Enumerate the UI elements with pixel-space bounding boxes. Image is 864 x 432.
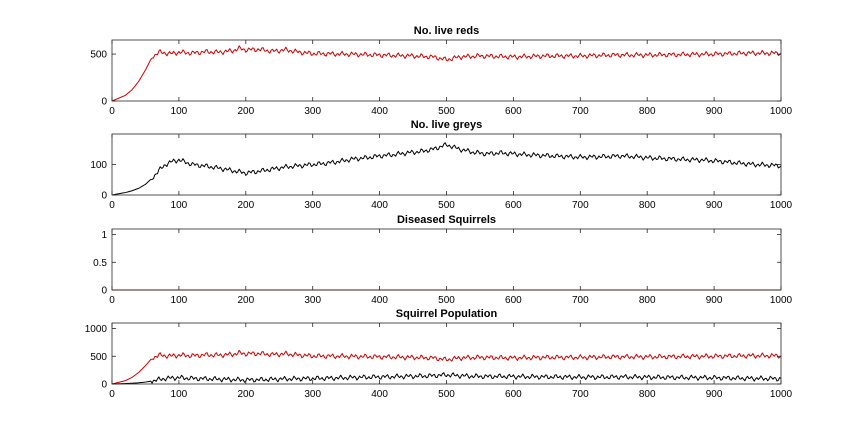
- x-tick-label: 500: [438, 106, 455, 117]
- x-tick-label: 600: [505, 106, 522, 117]
- series-line-2: [111, 372, 782, 385]
- x-tick-label: 400: [371, 200, 388, 211]
- x-tick-label: 0: [109, 106, 115, 117]
- y-tick-label: 100: [90, 160, 107, 171]
- x-tick-label: 300: [304, 389, 321, 400]
- series-line-1: [111, 349, 782, 385]
- y-tick-label: 0: [101, 286, 107, 297]
- axes-box: [111, 39, 782, 102]
- x-tick-label: 900: [706, 389, 723, 400]
- x-tick-label: 600: [505, 295, 522, 306]
- y-tick-label: 500: [90, 352, 107, 363]
- subplot-title: Diseased Squirrels: [397, 214, 496, 226]
- x-tick-label: 700: [572, 389, 589, 400]
- y-tick-label: 1000: [85, 324, 108, 335]
- x-tick-label: 0: [109, 295, 115, 306]
- y-tick-label: 0.5: [93, 258, 107, 269]
- subplot-title: No. live reds: [414, 25, 479, 37]
- x-tick-label: 200: [237, 295, 254, 306]
- x-tick-label: 0: [109, 389, 115, 400]
- x-tick-label: 200: [237, 106, 254, 117]
- x-tick-label: 600: [505, 200, 522, 211]
- x-tick-label: 700: [572, 295, 589, 306]
- x-tick-label: 900: [706, 106, 723, 117]
- x-tick-label: 200: [237, 200, 254, 211]
- x-tick-label: 800: [639, 106, 656, 117]
- x-tick-label: 400: [371, 106, 388, 117]
- x-tick-label: 200: [237, 389, 254, 400]
- subplot-4: 0 100 200 300 400 500 600 700 800 900 1000 0 500 1000…: [85, 308, 793, 400]
- subplot-title: No. live greys: [411, 119, 483, 131]
- subplot-1: 0 100 200 300 400 500 600 700 800 900 1000 0 500 No. …: [90, 25, 792, 117]
- y-tick-label: 0: [101, 97, 107, 108]
- x-tick-label: 300: [304, 200, 321, 211]
- x-tick-label: 1000: [770, 200, 793, 211]
- x-tick-label: 300: [304, 295, 321, 306]
- y-tick-label: 500: [90, 50, 107, 61]
- x-tick-label: 1000: [770, 295, 793, 306]
- subplot-3: 0 100 200 300 400 500 600 700 800 900 1000 0 0.5 1 Dis…: [93, 214, 792, 306]
- x-tick-label: 400: [371, 295, 388, 306]
- x-tick-label: 1000: [770, 389, 793, 400]
- axes-box: [111, 322, 782, 385]
- x-tick-label: 0: [109, 200, 115, 211]
- x-tick-label: 800: [639, 295, 656, 306]
- x-tick-label: 400: [371, 389, 388, 400]
- x-tick-label: 100: [171, 295, 188, 306]
- x-tick-label: 500: [438, 200, 455, 211]
- subplot-2: 0 100 200 300 400 500 600 700 800 900 1000 0 100 No. …: [90, 119, 792, 211]
- y-tick-label: 0: [101, 191, 107, 202]
- x-tick-label: 100: [171, 389, 188, 400]
- x-tick-label: 100: [171, 106, 188, 117]
- axes-box: [111, 133, 782, 196]
- x-tick-label: 700: [572, 200, 589, 211]
- y-tick-label: 0: [101, 380, 107, 391]
- x-tick-label: 800: [639, 389, 656, 400]
- x-tick-label: 100: [171, 200, 188, 211]
- x-tick-label: 900: [706, 200, 723, 211]
- series-line-1: [111, 142, 782, 196]
- x-tick-label: 500: [438, 389, 455, 400]
- x-tick-label: 900: [706, 295, 723, 306]
- y-tick-label: 1: [101, 230, 107, 241]
- x-tick-label: 500: [438, 295, 455, 306]
- axes-box: [111, 228, 782, 291]
- x-tick-label: 300: [304, 106, 321, 117]
- x-tick-label: 800: [639, 200, 656, 211]
- subplot-title: Squirrel Population: [396, 308, 498, 320]
- x-tick-label: 600: [505, 389, 522, 400]
- x-tick-label: 700: [572, 106, 589, 117]
- x-tick-label: 1000: [770, 106, 793, 117]
- series-line-1: [111, 45, 782, 102]
